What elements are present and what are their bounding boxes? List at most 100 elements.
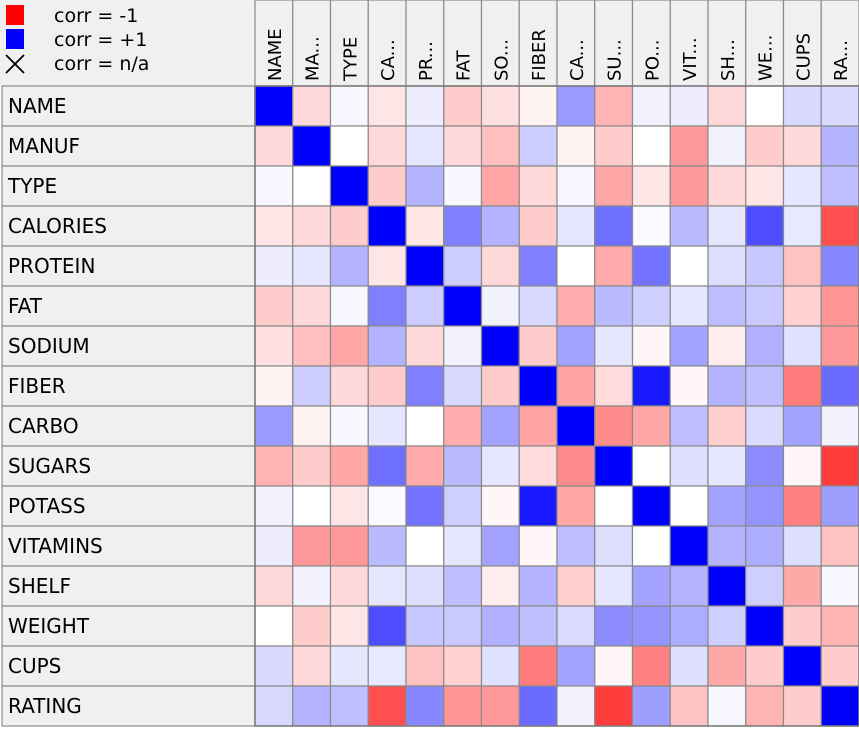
heatmap-cell <box>443 405 483 447</box>
heatmap-cell <box>707 325 747 367</box>
heatmap-cell <box>556 525 596 567</box>
heatmap-cell <box>480 525 520 567</box>
heatmap-cell <box>745 565 785 607</box>
row-label: NAME <box>8 94 67 118</box>
heatmap-cell <box>443 125 483 167</box>
heatmap-cell <box>669 285 709 327</box>
heatmap-cell <box>480 605 520 647</box>
row-label: PROTEIN <box>8 254 95 278</box>
heatmap-cell <box>631 525 671 567</box>
heatmap-cell <box>745 125 785 167</box>
column-label: PR... <box>416 41 437 81</box>
heatmap-cell <box>518 445 558 487</box>
column-header-cell <box>631 0 671 87</box>
heatmap-cells <box>254 85 859 727</box>
column-header-cell <box>669 0 709 87</box>
heatmap-cell <box>594 685 634 727</box>
heatmap-cell <box>292 365 332 407</box>
heatmap-cell <box>367 685 407 727</box>
heatmap-cell <box>707 685 747 727</box>
heatmap-cell <box>669 245 709 287</box>
heatmap-cell <box>254 525 294 567</box>
heatmap-cell <box>669 485 709 527</box>
column-label: RA... <box>831 40 852 81</box>
heatmap-cell <box>329 245 369 287</box>
heatmap-cell <box>631 645 671 687</box>
heatmap-cell <box>556 325 596 367</box>
heatmap-cell <box>745 605 785 647</box>
column-header-cell <box>820 0 859 87</box>
legend-background <box>0 0 255 86</box>
heatmap-cell <box>518 165 558 207</box>
heatmap-cell <box>518 485 558 527</box>
heatmap-cell <box>820 205 859 247</box>
column-label: VIT... <box>680 37 701 81</box>
heatmap-cell <box>745 205 785 247</box>
heatmap-cell <box>405 285 445 327</box>
row-label: VITAMINS <box>8 534 103 558</box>
heatmap-cell <box>631 685 671 727</box>
heatmap-cell <box>480 285 520 327</box>
heatmap-cell <box>443 365 483 407</box>
heatmap-cell <box>745 525 785 567</box>
heatmap-cell <box>443 245 483 287</box>
heatmap-cell <box>405 485 445 527</box>
heatmap-cell <box>707 85 747 127</box>
heatmap-cell <box>367 165 407 207</box>
heatmap-cell <box>745 165 785 207</box>
heatmap-cell <box>594 205 634 247</box>
heatmap-cell <box>367 405 407 447</box>
heatmap-cell <box>782 645 822 687</box>
heatmap-cell <box>405 325 445 367</box>
column-header-cell <box>367 0 407 87</box>
heatmap-cell <box>480 205 520 247</box>
heatmap-cell <box>443 325 483 367</box>
heatmap-cell <box>405 605 445 647</box>
heatmap-cell <box>480 245 520 287</box>
heatmap-cell <box>631 365 671 407</box>
column-header-cell <box>707 0 747 87</box>
row-label: SHELF <box>8 574 71 598</box>
heatmap-cell <box>367 485 407 527</box>
heatmap-cell <box>745 485 785 527</box>
heatmap-cell <box>669 205 709 247</box>
heatmap-cell <box>782 285 822 327</box>
heatmap-cell <box>292 245 332 287</box>
row-header-cell <box>1 245 256 287</box>
heatmap-cell <box>707 165 747 207</box>
legend-swatch <box>6 29 24 49</box>
heatmap-cell <box>745 365 785 407</box>
heatmap-cell <box>556 125 596 167</box>
heatmap-cell <box>631 605 671 647</box>
heatmap-cell <box>594 125 634 167</box>
heatmap-cell <box>254 85 294 127</box>
row-header-cell <box>1 165 256 207</box>
heatmap-cell <box>820 565 859 607</box>
heatmap-cell <box>480 365 520 407</box>
heatmap-cell <box>292 525 332 567</box>
column-header-cell <box>443 0 483 87</box>
heatmap-cell <box>556 285 596 327</box>
heatmap-cell <box>631 285 671 327</box>
heatmap-cell <box>443 485 483 527</box>
heatmap-cell <box>367 605 407 647</box>
heatmap-cell <box>782 685 822 727</box>
heatmap-cell <box>820 325 859 367</box>
heatmap-cell <box>594 365 634 407</box>
heatmap-cell <box>594 565 634 607</box>
heatmap-cell <box>556 365 596 407</box>
heatmap-cell <box>254 245 294 287</box>
heatmap-cell <box>329 685 369 727</box>
heatmap-cell <box>594 325 634 367</box>
heatmap-cell <box>443 85 483 127</box>
heatmap-cell <box>443 285 483 327</box>
heatmap-cell <box>480 85 520 127</box>
heatmap-cell <box>707 445 747 487</box>
heatmap-cell <box>556 85 596 127</box>
heatmap-cell <box>329 85 369 127</box>
heatmap-cell <box>820 405 859 447</box>
heatmap-cell <box>443 525 483 567</box>
heatmap-cell <box>367 245 407 287</box>
heatmap-cell <box>631 445 671 487</box>
heatmap-cell <box>329 525 369 567</box>
